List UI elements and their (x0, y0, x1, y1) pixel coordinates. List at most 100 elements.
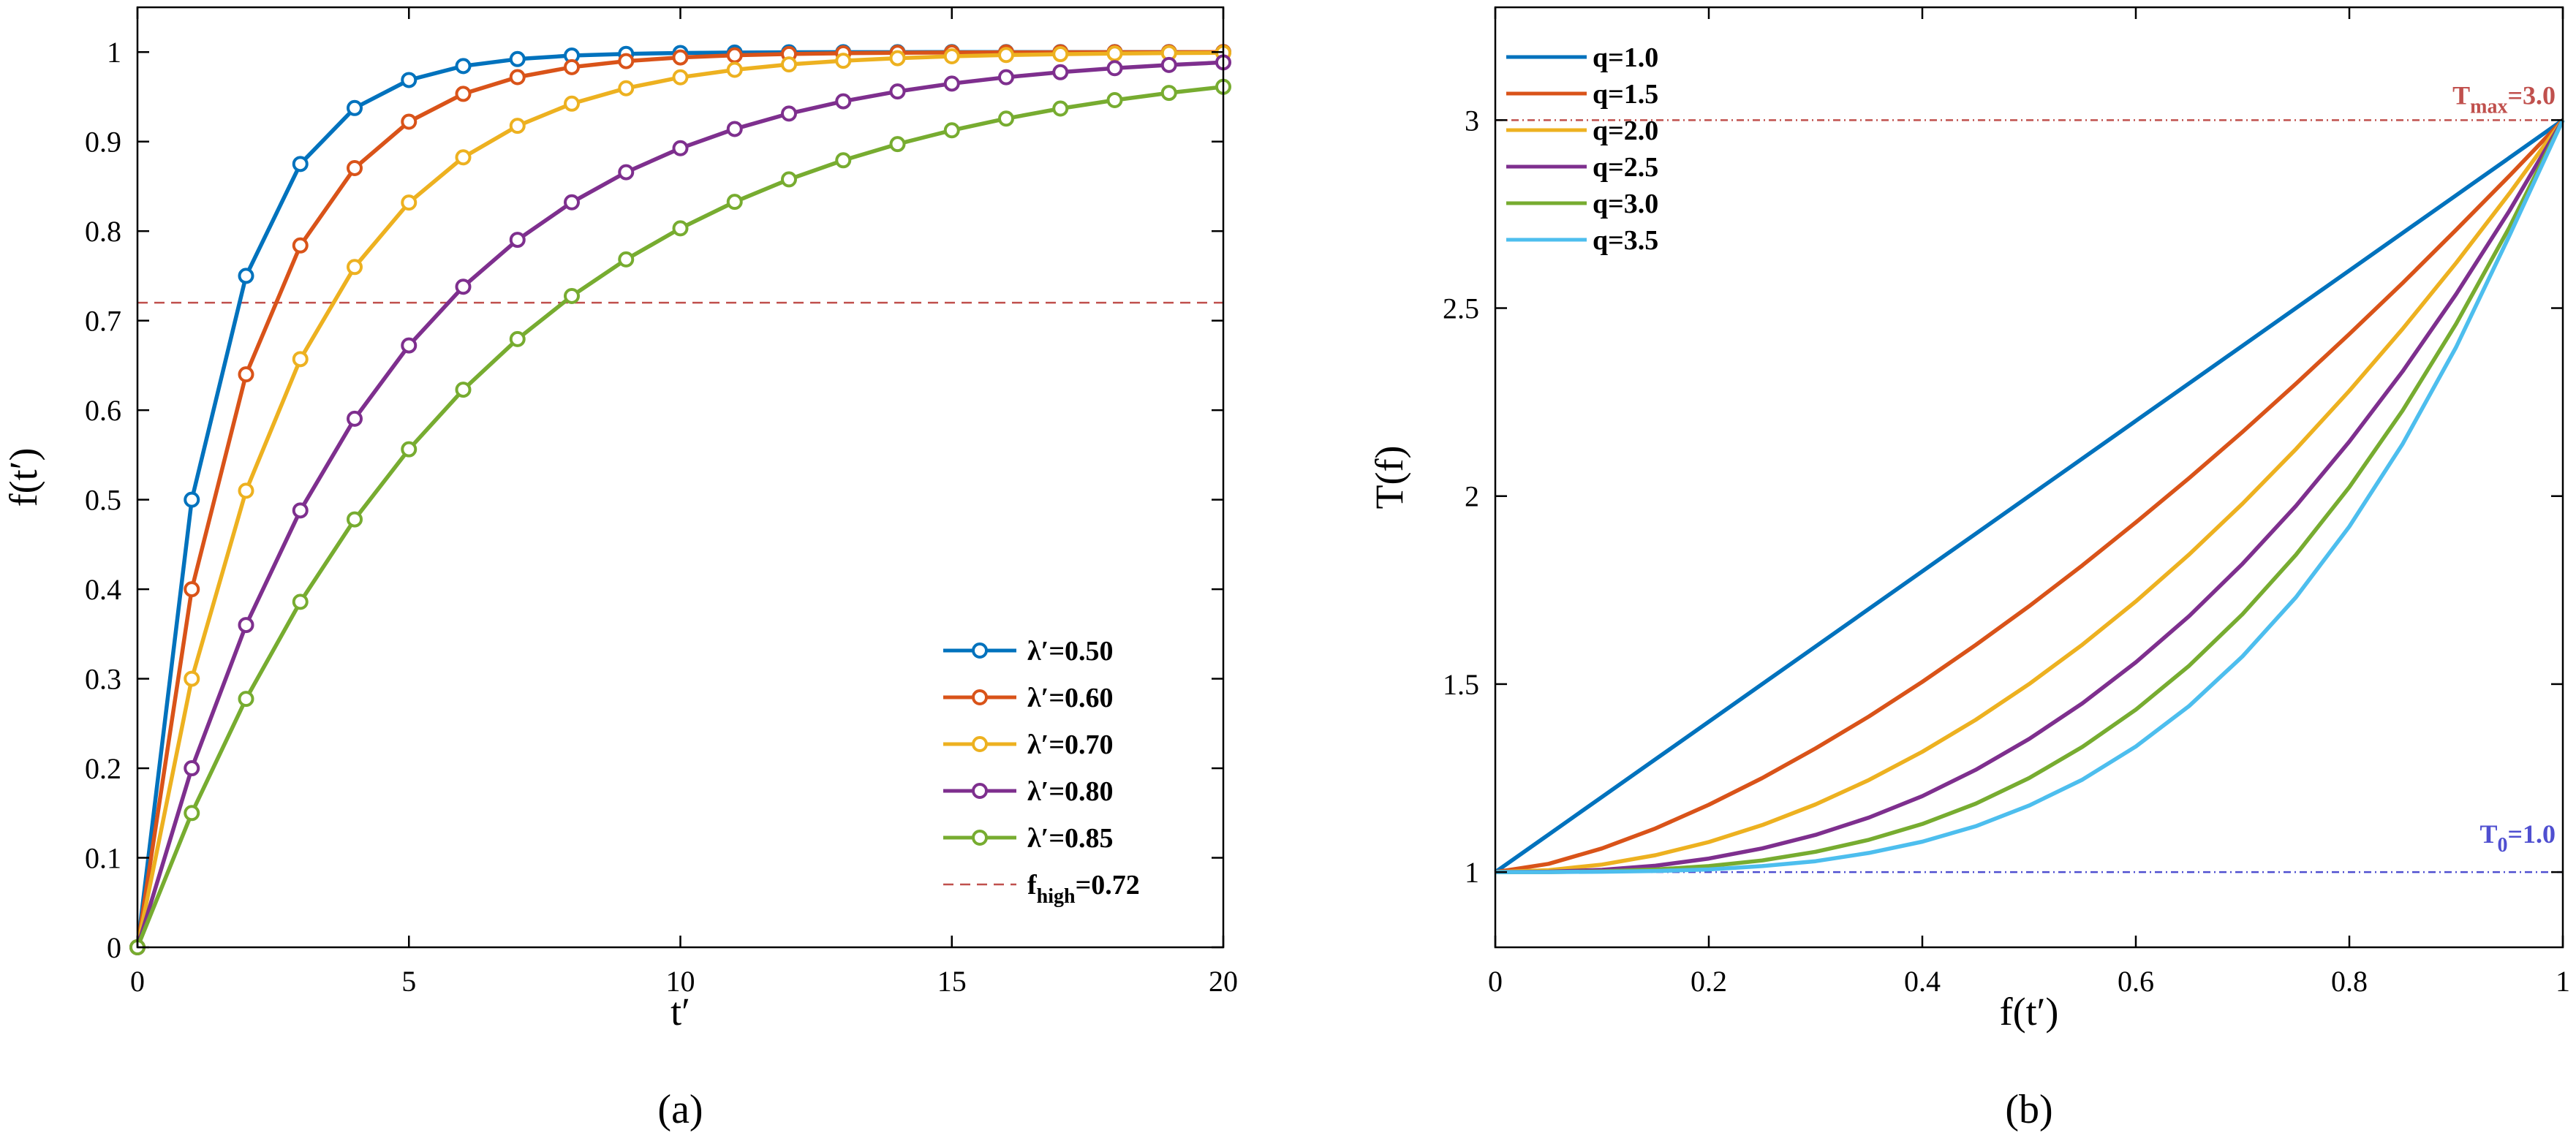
series-line-1 (1495, 118, 2564, 874)
series-line-3 (1495, 118, 2565, 874)
x-tick-label-0: 0 (130, 965, 145, 998)
ref-label-tail: =3.0 (2507, 80, 2556, 110)
series-0-point-3 (292, 156, 309, 173)
series-0-point-5 (401, 72, 418, 88)
x-tick-label-1: 0.2 (1691, 965, 1727, 998)
legend: λ′=0.50 λ′=0.60 λ′=0.70 λ′=0.80 λ′=0.85 fhigh… (943, 636, 1140, 908)
series-0-point-7 (509, 50, 526, 67)
axes-box (1494, 6, 2564, 949)
y-tick-label-7: 0.7 (85, 305, 121, 338)
series-2-point-3 (292, 351, 309, 368)
series-3-point-18 (1106, 60, 1123, 77)
y-axis-label: T(f) (1367, 446, 1411, 509)
series-4-point-10 (672, 220, 689, 237)
ref-label-main: T (2479, 819, 2497, 849)
ref-label-sub: 0 (2497, 834, 2507, 857)
legend: q=1.0 q=1.5 q=2.0 q=2.5 q=3.0 q=3.5 (1506, 42, 1658, 256)
series-3-point-15 (943, 75, 960, 92)
series-3-point-5 (401, 337, 418, 354)
legend-label-2: q=2.0 (1593, 115, 1658, 146)
y-tick-label-1: 0.1 (85, 842, 121, 875)
panel-caption: (a) (657, 1087, 703, 1132)
series-3-point-13 (835, 93, 852, 110)
x-tick-label-4: 20 (1209, 965, 1238, 998)
series-4-point-6 (455, 382, 472, 398)
series-3-point-17 (1052, 64, 1069, 80)
x-axis-label: f(t′) (2000, 990, 2059, 1034)
series-1-point-5 (401, 113, 418, 130)
y-tick-label-2: 2 (1465, 480, 1479, 513)
series-2-point-4 (347, 259, 363, 276)
legend-marker-4 (972, 830, 988, 846)
series-2-point-2 (238, 482, 254, 499)
series-line-0 (1494, 118, 2564, 874)
series-0-point-4 (347, 99, 363, 116)
legend-label-1: λ′=0.60 (1027, 683, 1114, 713)
x-axis-label: t′ (671, 990, 690, 1034)
series-4-point-5 (401, 441, 418, 458)
series-3-point-7 (509, 232, 526, 249)
series-line-5 (1495, 119, 2565, 874)
legend-label-1: q=1.5 (1593, 79, 1658, 110)
series-line-1 (135, 50, 1224, 948)
series-line-4 (1495, 119, 2565, 874)
series-3-point-14 (889, 83, 906, 100)
t0-label: T0=1.0 (2479, 819, 2556, 857)
series-4-point-18 (1106, 92, 1123, 109)
legend-label-ref: fhigh=0.72 (1027, 870, 1140, 908)
y-tick-label-0: 1 (1465, 856, 1479, 889)
series-4-point-3 (292, 594, 309, 610)
y-tick-label-4: 0.4 (85, 573, 121, 606)
legend-label-2: λ′=0.70 (1027, 729, 1114, 760)
y-tick-label-4: 3 (1465, 104, 1479, 137)
series-2-point-17 (1052, 46, 1069, 63)
x-tick-label-2: 10 (666, 965, 695, 998)
series-3-point-8 (564, 194, 580, 211)
series-4-point-11 (726, 194, 743, 211)
series-2-point-11 (726, 61, 743, 78)
series-4-point-15 (943, 122, 960, 139)
series-2-point-13 (835, 53, 852, 69)
series-0-point-2 (238, 268, 254, 284)
series-1-point-3 (292, 237, 309, 254)
y-tick-label-6: 0.6 (85, 394, 121, 427)
x-tick-label-5: 1 (2556, 965, 2570, 998)
series-2-point-18 (1106, 45, 1123, 62)
series-3-point-16 (998, 69, 1014, 86)
series-4-point-12 (781, 171, 797, 188)
panel-a-line-chart: 0 5 10 15 20 0 0.1 0.2 0.3 0.4 0.5 0.6 0.7 0.8 0.9 1 t′ f… (1, 6, 1238, 1132)
series-3-point-2 (238, 617, 254, 634)
series-3-point-4 (347, 410, 363, 427)
series-4-point-1 (184, 805, 200, 822)
legend-label-5: q=3.5 (1593, 225, 1658, 256)
y-axis-label: f(t′) (1, 448, 45, 507)
series-3-point-10 (672, 140, 689, 156)
series-1-point-2 (238, 366, 254, 383)
series-0-point-1 (184, 491, 200, 508)
y-tick-label-8: 0.8 (85, 215, 121, 248)
series-3-point-9 (618, 164, 635, 181)
series-2-point-1 (184, 670, 200, 687)
series-4-point-17 (1052, 100, 1069, 117)
series-1-point-4 (347, 159, 363, 176)
series-0-point-6 (455, 58, 472, 75)
series-1-point-8 (564, 58, 580, 75)
series-3-point-6 (455, 278, 472, 295)
ref-label-main: f (1027, 870, 1038, 901)
series-1-point-7 (509, 69, 526, 86)
series-3-point-3 (292, 502, 309, 519)
x-tick-label-3: 15 (937, 965, 967, 998)
y-tick-label-5: 0.5 (85, 484, 121, 517)
x-tick-label-3: 0.6 (2118, 965, 2154, 998)
legend-label-0: λ′=0.50 (1027, 636, 1114, 667)
legend-label-4: λ′=0.85 (1027, 823, 1114, 854)
series-3-point-12 (781, 105, 797, 122)
series-4-point-8 (564, 287, 580, 304)
series-4-point-4 (347, 511, 363, 528)
y-tick-label-9: 0.9 (85, 126, 121, 159)
series-2-point-12 (781, 56, 797, 73)
legend-label-3: λ′=0.80 (1027, 776, 1114, 807)
ref-label-tail: =1.0 (2507, 819, 2556, 849)
ref-label-sub: max (2470, 95, 2507, 118)
series-4-point-19 (1160, 85, 1177, 102)
